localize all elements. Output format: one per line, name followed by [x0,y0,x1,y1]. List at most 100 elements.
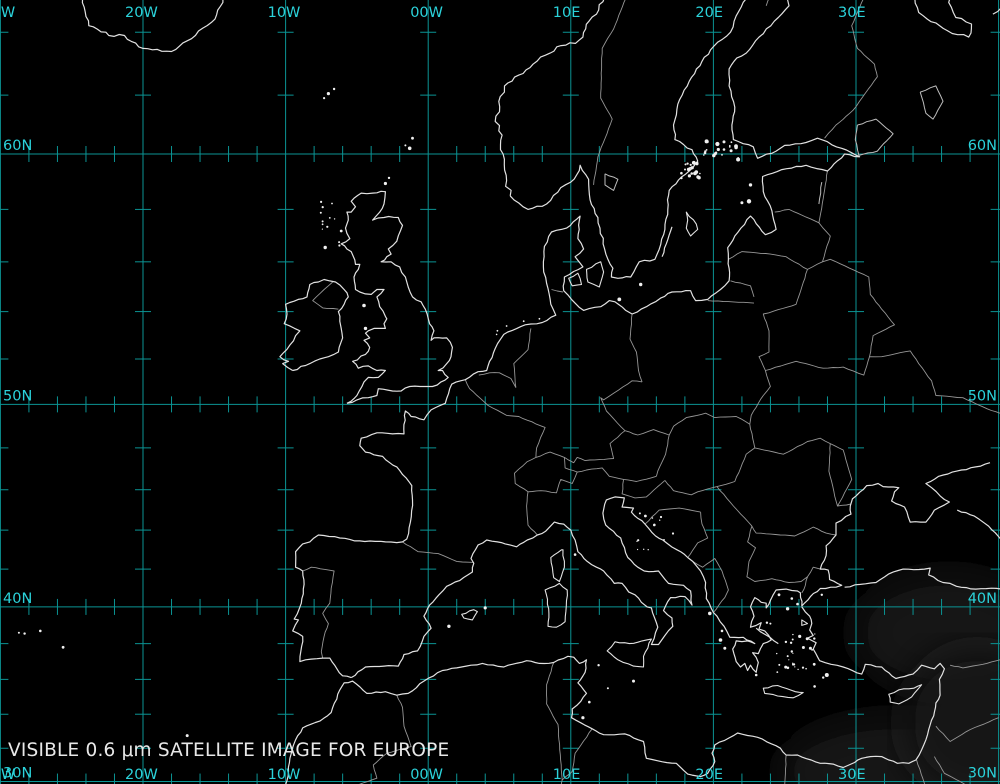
aegean-islands-dot [792,633,794,636]
aegean-islands-dot [776,652,778,655]
island-crete [762,684,804,699]
aegean-islands-dot [791,638,794,641]
country-border [749,312,771,425]
stockholm-archipelago-dot [680,176,683,180]
country-border [768,269,808,314]
coastline-iceland-south [81,0,224,53]
island-dot [808,646,812,650]
country-border [822,258,895,357]
island-dot [785,607,790,611]
lat-label-left-50N: 50N [3,388,32,404]
island-dot [483,606,487,610]
hebrides-dot [333,218,336,220]
lat-label-right-40N: 40N [968,591,997,607]
country-border [600,380,751,436]
aland-archipelago-dot [722,140,726,144]
island-dot [765,621,769,624]
dalmatian-islands-dot [644,514,647,518]
aland-archipelago-dot [703,154,705,156]
hebrides-dot [321,223,324,226]
island-dot [748,183,753,187]
aland-archipelago-dot [714,151,718,154]
island-dot [796,602,799,606]
stockholm-archipelago-dot [686,162,689,165]
country-border [728,251,808,270]
country-border [359,695,412,784]
island-dot [798,634,802,639]
island-dot [447,624,451,628]
country-border [916,759,926,784]
lat-label-left-60N: 60N [3,138,32,154]
aland-archipelago-dot [722,148,726,151]
coastline-sweden-south [509,0,746,279]
island-dot [404,144,407,147]
lon-label-bottom-10E: 10E [553,767,581,783]
aland-archipelago-dot [729,149,733,153]
country-border [302,566,335,659]
island-dot [387,176,391,180]
country-border [746,525,821,583]
aland-archipelago-dot [734,144,738,149]
country-border [749,424,853,507]
island-dot [822,676,825,679]
lon-label-bottom-10W: 10W [268,767,301,783]
hebrides-dot [331,202,333,205]
island-dot [723,646,727,650]
dalmatian-islands-dot [638,512,641,515]
country-border [514,451,578,494]
country-border [765,350,1000,414]
aegean-islands-dot [814,633,816,635]
dalmatian-islands-dot [659,515,663,519]
stockholm-archipelago-dot [684,163,687,166]
lat-label-right-60N: 60N [968,138,997,154]
hebrides-dot [320,200,323,203]
aegean-islands-dot [812,662,816,666]
coastline-dvina-bay [992,8,1000,15]
aegean-islands-dot [784,665,788,669]
island-dot [588,700,591,704]
aegean-islands-dot [813,637,816,640]
country-border [828,443,838,507]
island-dot [39,629,42,633]
lon-label-top-10E: 10E [553,5,581,21]
aegean-islands-dot [801,646,805,649]
stockholm-archipelago-dot [690,166,694,170]
island-sicily [606,638,652,668]
country-border [402,541,474,563]
country-border [774,208,820,224]
hebrides-dot [321,206,324,209]
terrain-glow [902,647,1000,784]
island-sardinia [544,582,568,628]
island-dot [617,297,622,302]
island-dot [720,629,724,633]
dalmatian-islands-dot [651,517,654,519]
lon-label-bottom-00W: 00W [410,767,443,783]
coastline-ireland [279,278,349,372]
island-dot [495,333,498,336]
aland-archipelago-dot [730,141,733,144]
aland-archipelago-dot [728,146,731,148]
aegean-islands-dot [776,671,779,673]
country-border [707,300,755,304]
aegean-islands-dot [792,652,794,654]
hebrides-dot [339,229,343,233]
coastline-mediterranean-north [350,462,991,679]
hebrides-dot [319,211,322,214]
island-dot [185,734,189,738]
island-dot [383,181,387,186]
country-border [655,434,670,477]
lon-label-top-10W: 10W [268,5,301,21]
island-dot [639,282,643,287]
aland-archipelago-dot [705,149,708,151]
island-dot [573,553,577,556]
country-border [577,467,657,482]
hebrides-dot [338,241,341,244]
country-border [784,754,787,784]
hebrides-dot [323,245,327,250]
aegean-islands-dot [811,649,813,651]
aland-archipelago-dot [715,141,720,147]
aegean-islands-dot [792,662,794,664]
island-mallorca [461,609,478,621]
aegean-islands-dot [786,655,789,658]
island-dot [790,597,794,600]
